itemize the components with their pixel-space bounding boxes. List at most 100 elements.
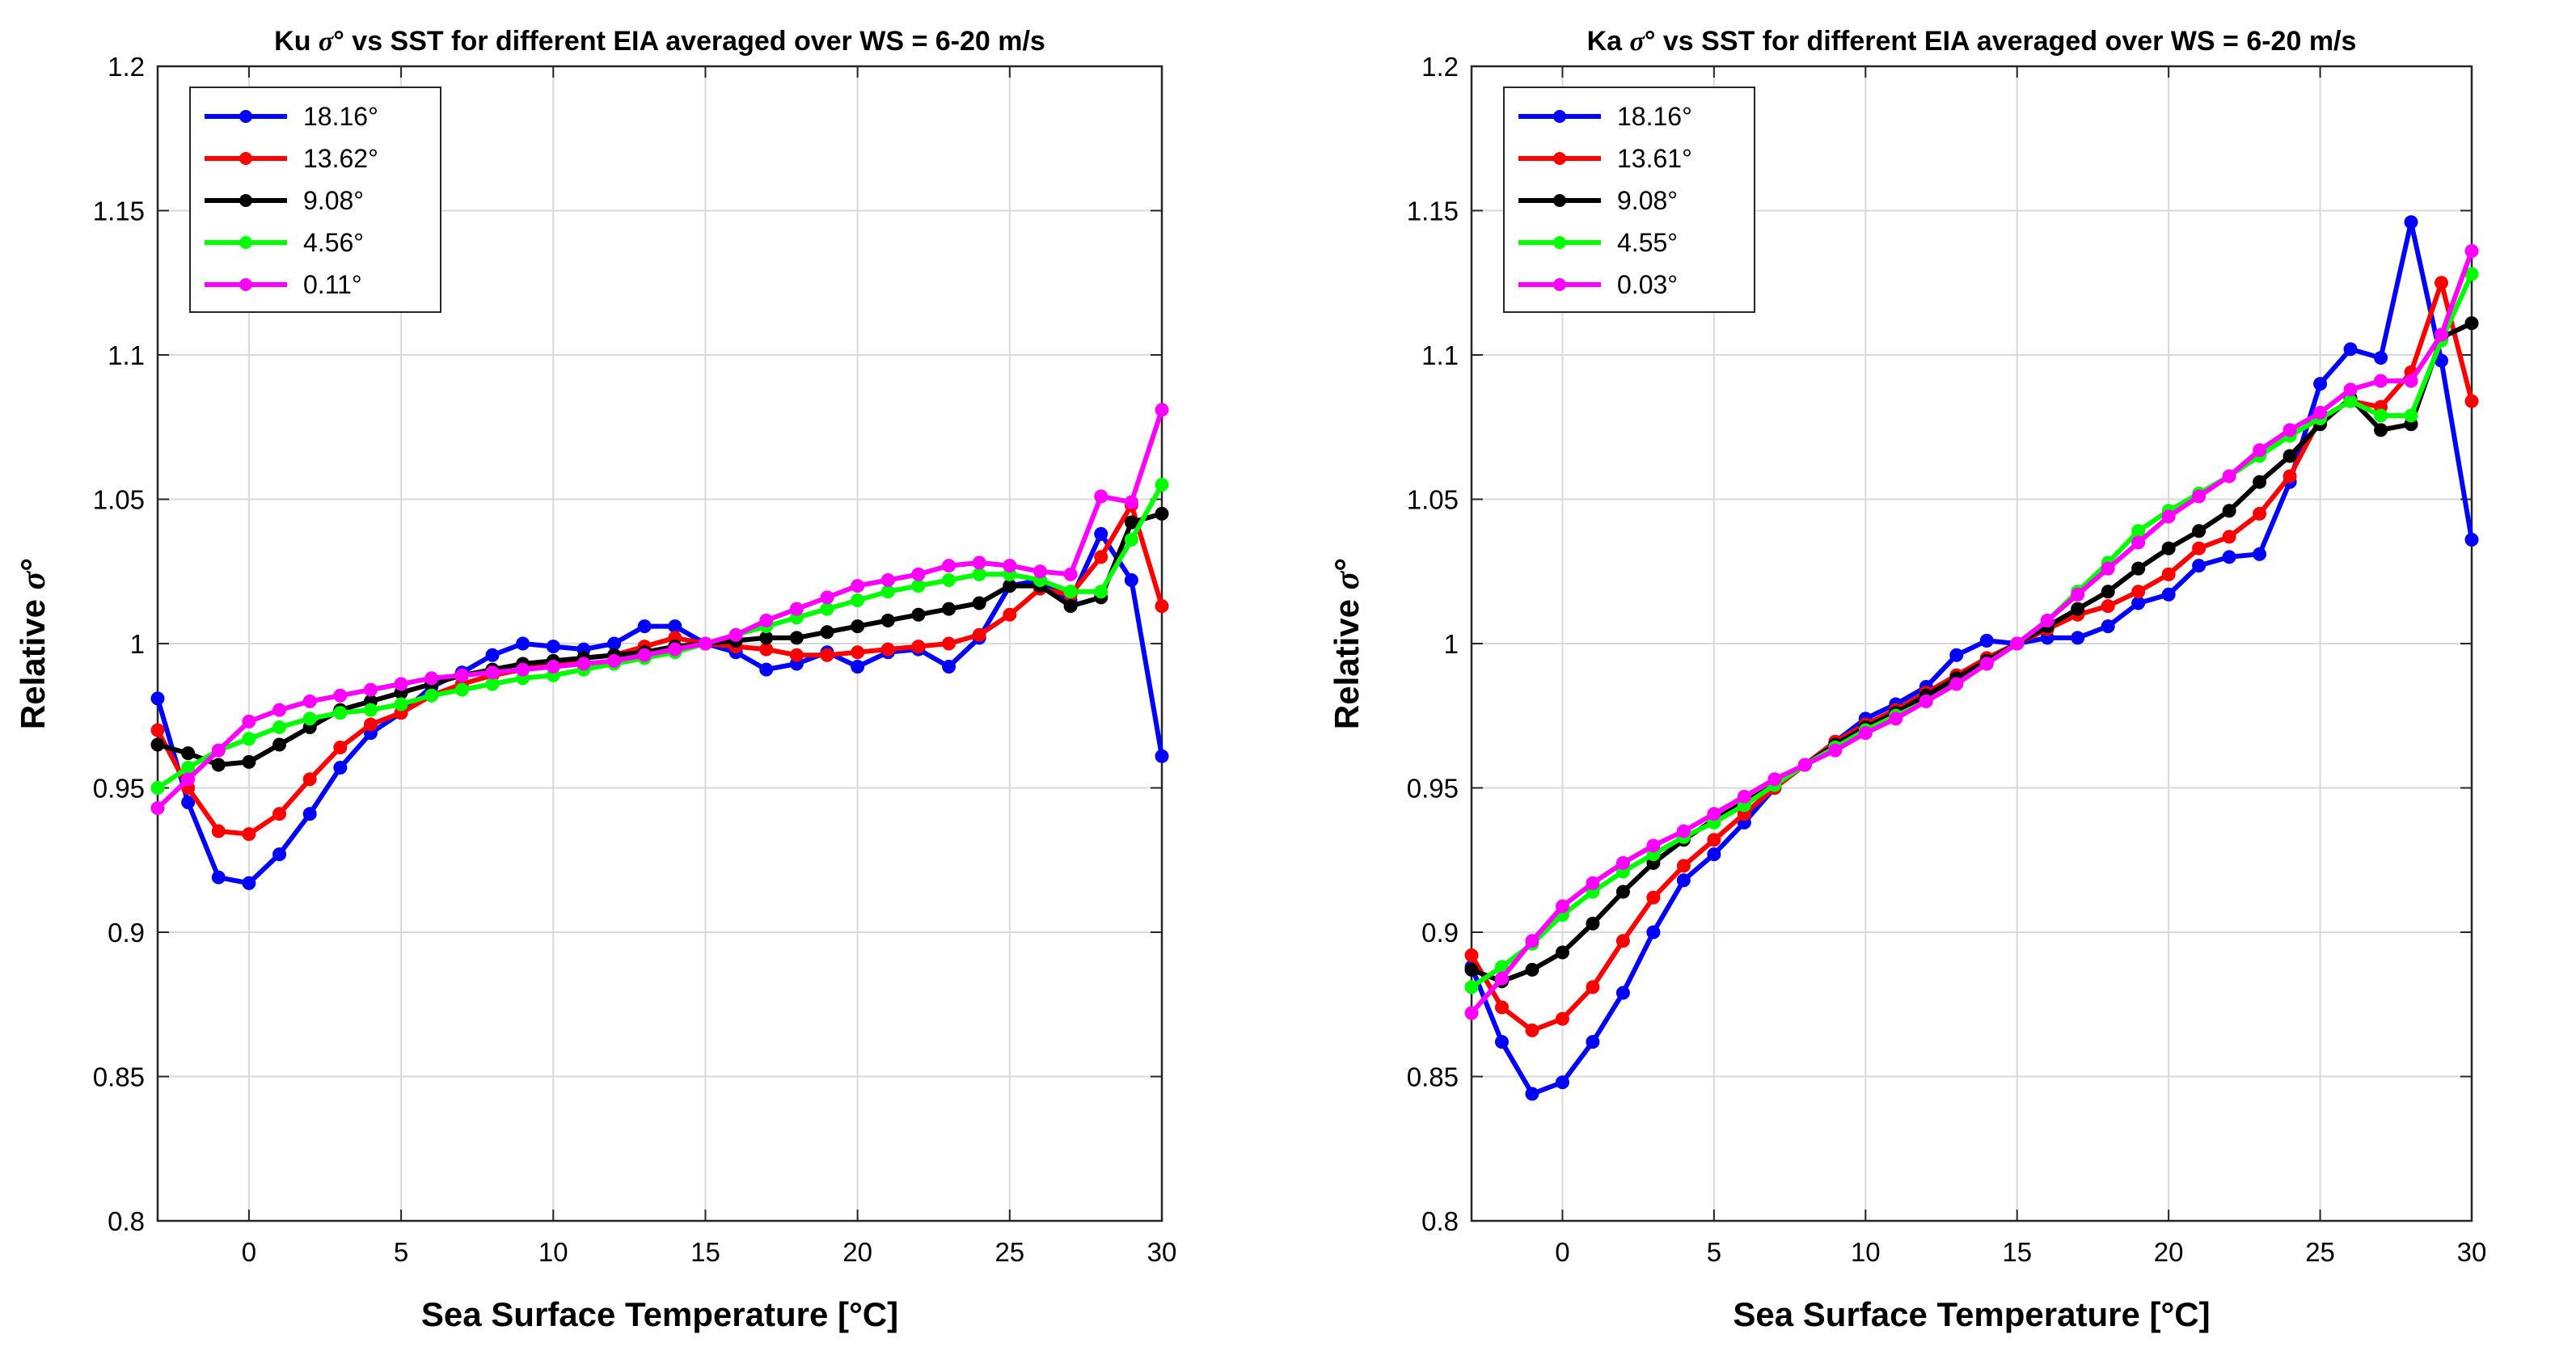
data-point xyxy=(1555,1075,1569,1090)
series-line xyxy=(155,511,1164,767)
data-point xyxy=(546,660,560,674)
legend-label: 9.08° xyxy=(303,186,364,215)
data-point xyxy=(394,677,408,691)
x-tick-label: 30 xyxy=(1147,1237,1177,1267)
data-point xyxy=(942,559,956,573)
data-point xyxy=(759,631,774,645)
y-tick-label: 0.95 xyxy=(1407,774,1459,804)
data-point xyxy=(698,636,712,651)
y-tick-label: 1.2 xyxy=(108,52,145,82)
y-axis-label: Relative σ° xyxy=(14,558,53,729)
data-point xyxy=(485,677,500,691)
ylabel-prefix: Relative xyxy=(1328,589,1366,729)
series-group xyxy=(1464,215,2479,1101)
data-point xyxy=(302,807,317,821)
data-point xyxy=(333,761,348,775)
data-point xyxy=(2222,504,2236,518)
data-point xyxy=(2253,547,2267,561)
legend-label: 9.08° xyxy=(1617,186,1678,215)
data-point xyxy=(2435,276,2449,290)
data-point xyxy=(2404,408,2418,423)
x-tick-label: 25 xyxy=(2305,1237,2335,1267)
data-point xyxy=(851,579,865,593)
ylabel-sigma-symbol: σ xyxy=(15,570,53,589)
data-point xyxy=(1494,1000,1509,1015)
data-point xyxy=(333,688,348,703)
data-point xyxy=(607,636,622,651)
series-line xyxy=(1469,248,2474,1016)
data-point xyxy=(1155,599,1169,614)
data-point xyxy=(911,567,926,581)
data-point xyxy=(1003,559,1017,573)
data-point xyxy=(1155,749,1169,763)
data-point xyxy=(1094,585,1109,599)
series-line xyxy=(1469,280,2474,1033)
data-point xyxy=(2222,530,2236,544)
data-point xyxy=(972,555,986,570)
series-4 xyxy=(150,403,1169,815)
ylabel-suffix: ° xyxy=(1328,558,1366,572)
data-point xyxy=(181,795,196,809)
data-point xyxy=(911,579,926,593)
data-point xyxy=(2343,394,2358,408)
y-tick-label: 0.8 xyxy=(108,1206,145,1236)
data-point xyxy=(1586,1035,1600,1049)
data-point xyxy=(2131,535,2146,550)
title-sigma-symbol: σ xyxy=(1630,27,1646,57)
legend-item: 18.16° xyxy=(205,102,378,131)
data-point xyxy=(211,743,226,758)
legend-label: 13.62° xyxy=(303,144,378,173)
data-point xyxy=(1676,873,1691,888)
data-point xyxy=(851,619,865,634)
series-line xyxy=(155,531,1164,886)
data-point xyxy=(1094,526,1109,541)
legend-item: 4.56° xyxy=(205,228,364,257)
legend-item: 9.08° xyxy=(205,186,364,215)
data-point xyxy=(1464,980,1479,994)
data-point xyxy=(2253,475,2267,489)
data-point xyxy=(211,870,226,885)
data-point xyxy=(150,691,165,706)
data-point xyxy=(1979,657,1994,671)
data-point xyxy=(851,660,865,674)
data-point xyxy=(942,572,956,587)
y-tick-label: 0.95 xyxy=(93,774,145,804)
data-point xyxy=(2101,619,2115,634)
legend-item: 0.03° xyxy=(1518,270,1678,299)
y-tick-label: 0.85 xyxy=(93,1062,145,1092)
y-tick-label: 1.15 xyxy=(93,196,145,226)
data-point xyxy=(242,827,256,842)
legend-label: 18.16° xyxy=(1617,102,1692,131)
series-line xyxy=(155,482,1164,791)
title-sigma-symbol: σ xyxy=(319,27,335,57)
x-tick-label: 0 xyxy=(1555,1237,1569,1267)
data-point xyxy=(1124,515,1138,530)
x-axis-label: Sea Surface Temperature [°C] xyxy=(1733,1295,2210,1333)
data-point xyxy=(2374,351,2388,365)
data-point xyxy=(1707,807,1721,821)
data-point xyxy=(272,720,287,735)
data-point xyxy=(2131,596,2146,610)
data-point xyxy=(2222,550,2236,564)
data-point xyxy=(1586,916,1600,931)
data-point xyxy=(851,645,865,660)
legend-swatch-marker xyxy=(239,194,252,207)
data-point xyxy=(2343,382,2358,397)
data-point xyxy=(485,665,500,680)
data-point xyxy=(181,772,196,787)
data-point xyxy=(1979,633,1994,648)
data-point xyxy=(942,636,956,651)
data-point xyxy=(1003,579,1017,593)
data-point xyxy=(302,772,317,787)
series-line xyxy=(155,502,1164,837)
data-point xyxy=(333,706,348,720)
legend-item: 18.16° xyxy=(1518,102,1692,131)
data-point xyxy=(1615,885,1630,899)
x-tick-label: 10 xyxy=(538,1237,568,1267)
y-tick-label: 1.05 xyxy=(1407,485,1459,515)
y-axis-label: Relative σ° xyxy=(1328,558,1366,729)
data-point xyxy=(1525,1087,1539,1101)
data-point xyxy=(1124,532,1138,547)
ylabel-suffix: ° xyxy=(14,558,52,572)
